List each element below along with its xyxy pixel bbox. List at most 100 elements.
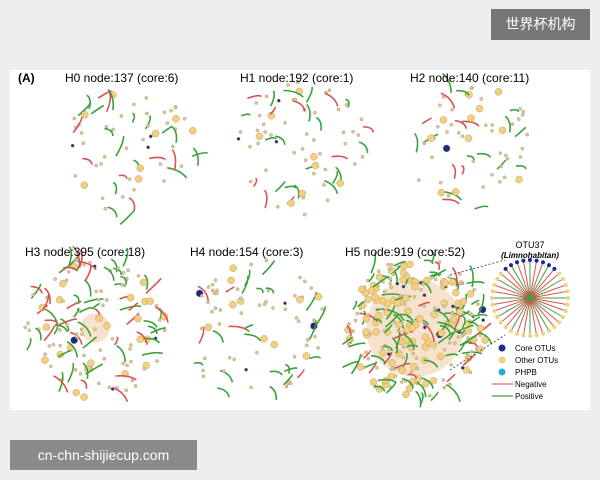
- otu-name: OTU37: [515, 240, 544, 250]
- node: [318, 151, 322, 156]
- node: [97, 297, 101, 302]
- edge: [305, 86, 313, 103]
- edge: [445, 383, 461, 402]
- star-node: [552, 325, 557, 330]
- node: [266, 288, 271, 293]
- node: [74, 332, 79, 336]
- node: [378, 296, 387, 305]
- node: [470, 312, 474, 317]
- edge: [113, 336, 119, 346]
- edge: [373, 318, 383, 324]
- edge: [373, 385, 386, 392]
- edge: [57, 349, 72, 358]
- node: [402, 302, 407, 306]
- edge: [264, 137, 277, 141]
- node: [274, 139, 279, 144]
- node: [416, 315, 424, 323]
- edge: [391, 337, 399, 354]
- node: [479, 97, 484, 101]
- node: [255, 128, 260, 133]
- edge: [515, 165, 527, 170]
- node: [300, 147, 305, 151]
- node: [172, 115, 180, 123]
- node: [312, 171, 316, 176]
- edge: [368, 361, 378, 374]
- footer-url: cn-chn-shijiecup.com: [10, 440, 197, 470]
- edge: [116, 345, 126, 363]
- node: [415, 366, 420, 371]
- edge: [430, 391, 439, 402]
- edge: [382, 345, 394, 352]
- edge: [197, 285, 209, 301]
- star-edge: [500, 297, 531, 323]
- node: [269, 133, 273, 137]
- node: [464, 327, 473, 335]
- node: [125, 363, 129, 368]
- node: [82, 353, 86, 358]
- edge: [43, 325, 55, 342]
- star-node: [534, 333, 539, 338]
- node: [61, 299, 65, 303]
- edge: [171, 126, 178, 143]
- edge: [309, 356, 322, 360]
- edge: [225, 286, 236, 293]
- node: [451, 304, 455, 309]
- edge: [362, 126, 375, 133]
- edge: [504, 115, 511, 133]
- node: [111, 127, 115, 132]
- node: [414, 356, 419, 360]
- star-edge: [529, 264, 550, 299]
- node: [72, 389, 81, 397]
- node: [283, 307, 288, 312]
- node: [311, 161, 319, 170]
- node: [173, 105, 178, 110]
- node: [387, 372, 396, 380]
- edge: [461, 164, 465, 175]
- node: [439, 116, 448, 124]
- edge: [441, 72, 452, 93]
- node: [121, 361, 126, 366]
- node: [396, 328, 401, 333]
- node: [467, 114, 475, 122]
- node: [157, 318, 162, 322]
- node: [169, 108, 173, 113]
- edge: [112, 386, 129, 403]
- node: [393, 299, 402, 307]
- node: [450, 311, 455, 316]
- edge: [274, 181, 286, 193]
- edge: [54, 324, 69, 333]
- node: [375, 273, 384, 281]
- node: [387, 347, 392, 352]
- node: [79, 131, 84, 135]
- node: [481, 185, 486, 189]
- node: [136, 274, 141, 278]
- node: [481, 318, 486, 322]
- edge: [191, 151, 208, 157]
- star-node: [490, 302, 495, 307]
- star-edge: [505, 268, 531, 299]
- node: [94, 289, 98, 294]
- badge: 世界杯机构: [491, 9, 590, 40]
- node: [399, 268, 407, 277]
- edge: [269, 106, 276, 115]
- legend-label: Positive: [515, 392, 544, 401]
- edge: [293, 184, 300, 199]
- edge: [261, 260, 276, 276]
- node: [276, 98, 281, 103]
- node: [505, 157, 510, 161]
- node: [232, 357, 236, 362]
- node: [310, 152, 318, 161]
- node: [31, 292, 36, 297]
- star-edge: [510, 264, 531, 299]
- node: [442, 144, 451, 153]
- star-edge: [496, 297, 531, 318]
- node: [386, 262, 390, 267]
- star-node: [503, 325, 508, 330]
- node: [388, 359, 397, 367]
- node: [87, 359, 95, 367]
- edge: [315, 306, 327, 326]
- node: [502, 175, 507, 180]
- edge: [415, 390, 422, 408]
- edge: [128, 197, 136, 211]
- edge: [437, 331, 454, 344]
